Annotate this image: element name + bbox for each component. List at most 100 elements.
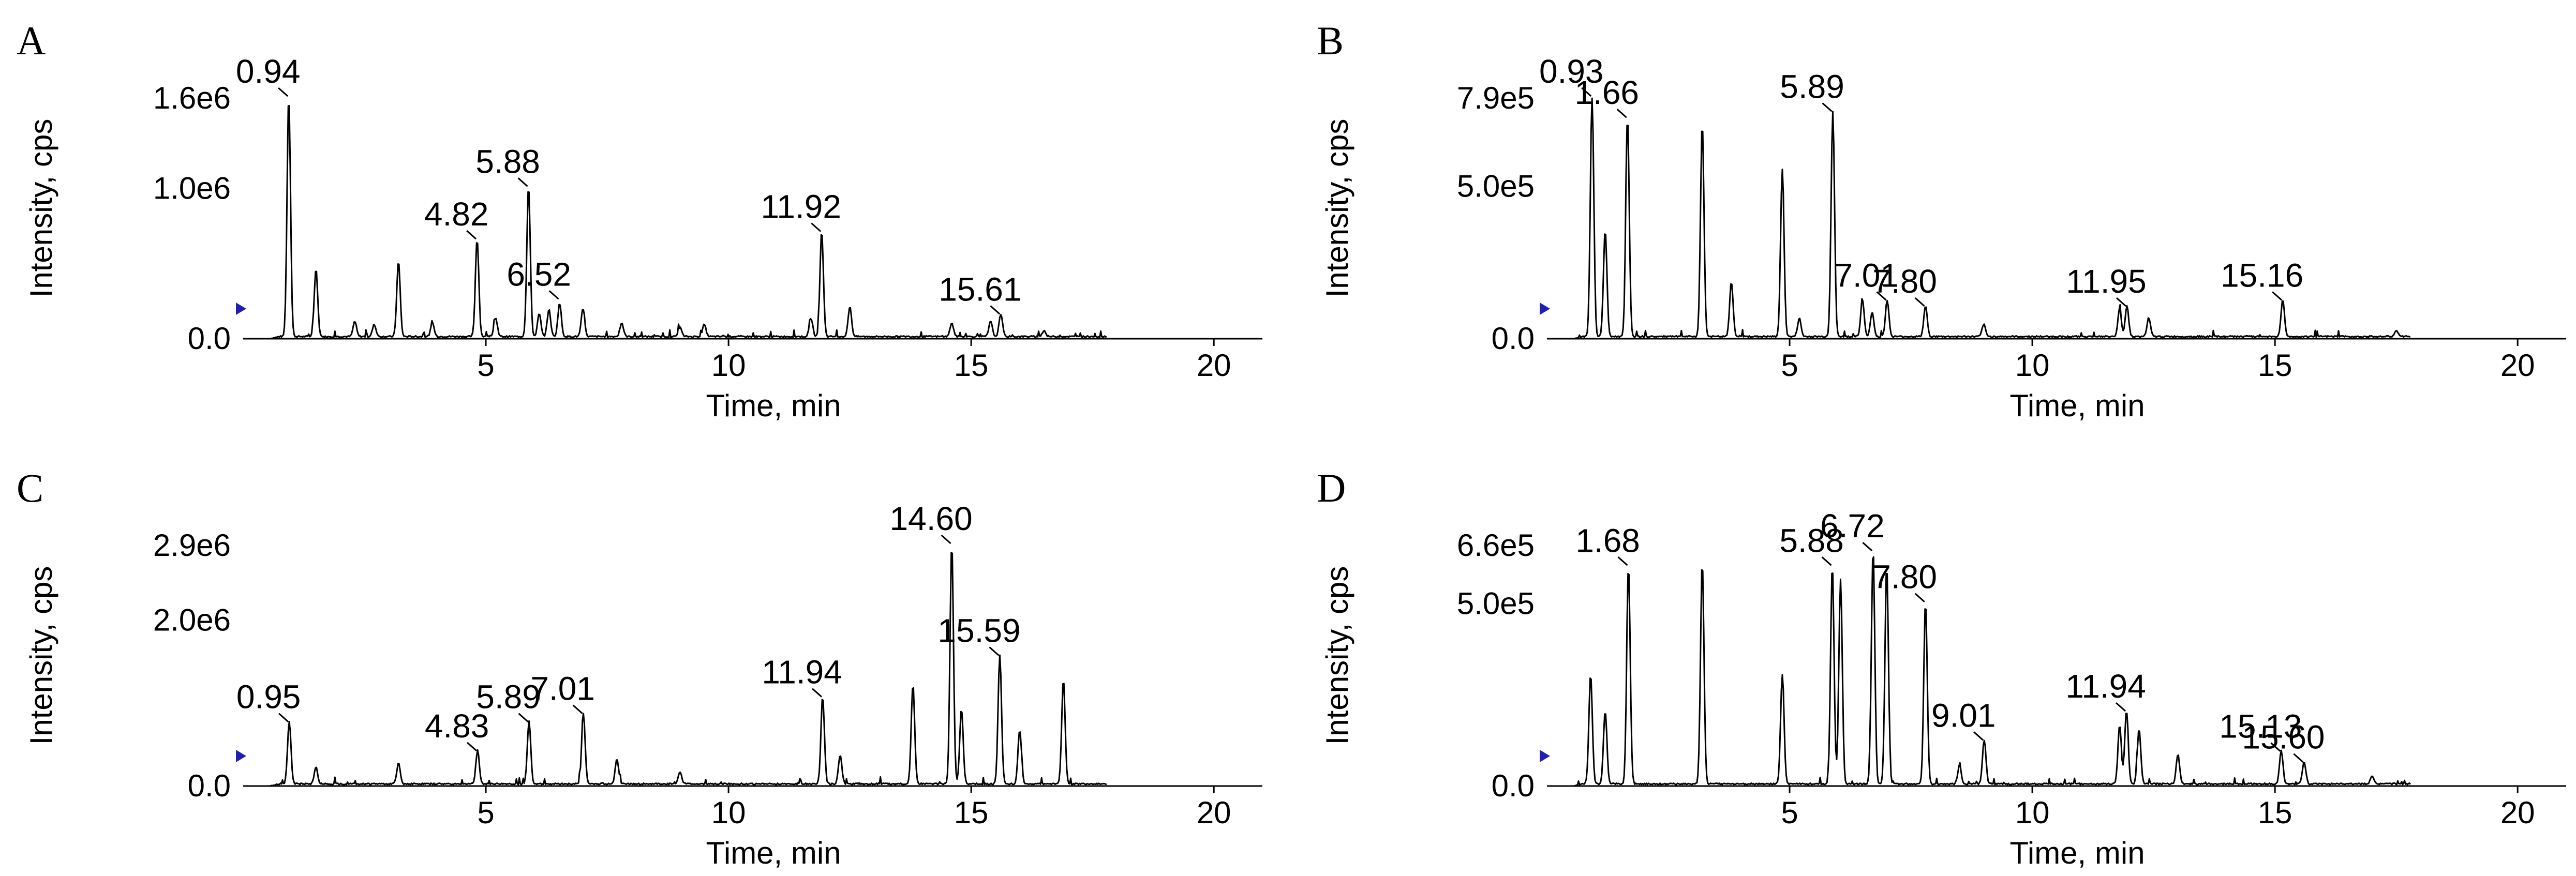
peak-label: 15.61 (939, 270, 1021, 308)
start-marker-icon (236, 750, 246, 762)
y-tick-label: 1.0e6 (153, 171, 231, 205)
x-tick-label: 20 (2500, 795, 2535, 830)
peak-leader (1973, 731, 1984, 741)
y-axis-label: Intensity, cps (1320, 119, 1354, 298)
panel-letter: A (17, 18, 46, 63)
peak-label: 5.89 (476, 678, 541, 716)
peak-leader (812, 688, 823, 698)
peak-label: 1.66 (1574, 74, 1639, 111)
y-tick-label: 0.0 (1492, 321, 1535, 356)
series-line (1573, 556, 2411, 787)
y-tick-label: 2.0e6 (153, 602, 231, 637)
peak-leader (1821, 556, 1832, 566)
y-tick-label: 1.6e6 (153, 81, 231, 115)
y-tick-label: 0.0 (1492, 768, 1535, 803)
x-tick-label: 15 (2258, 348, 2292, 383)
peak-label: 11.92 (761, 188, 841, 225)
x-axis-label: Time, min (2009, 836, 2145, 870)
x-tick-label: 15 (954, 348, 989, 383)
peak-label: 5.88 (475, 143, 540, 180)
peak-leader (941, 534, 951, 545)
panel-a: A Intensity, cps Time, min 5 10 15 20 0.0 1.0e6 1… (17, 18, 1262, 423)
peak-leader (990, 305, 1001, 315)
peak-leader (1862, 541, 1873, 552)
peak-leader (278, 713, 289, 722)
peak-leader (1876, 291, 1887, 301)
peak-label: 11.95 (2066, 263, 2146, 300)
panel-letter: B (1317, 18, 1344, 63)
x-axis-label: Time, min (706, 836, 841, 870)
peak-label: 14.60 (890, 500, 973, 537)
peak-leader (811, 222, 822, 232)
peak-leader (1581, 87, 1592, 97)
y-tick-label: 5.0e5 (1457, 586, 1535, 621)
panel-c: C Intensity, cps Time, min 5 10 15 20 0.0 2.0e6 2… (17, 465, 1262, 870)
y-tick-label: 2.9e6 (153, 528, 231, 563)
y-axis-label: Intensity, cps (1320, 566, 1354, 745)
peak-leader (278, 87, 289, 97)
series-line (270, 552, 1107, 787)
x-axis-label: Time, min (706, 388, 841, 423)
peak-label: 0.95 (236, 678, 301, 716)
peak-label: 4.83 (425, 707, 489, 745)
peak-leader (2272, 291, 2283, 301)
peak-label: 5.88 (1779, 522, 1844, 559)
x-tick-label: 20 (1197, 348, 1231, 383)
x-tick-label: 10 (711, 348, 746, 383)
peak-leader (2270, 742, 2281, 752)
peak-label: 15.16 (2221, 256, 2303, 294)
y-tick-label: 5.0e5 (1457, 169, 1535, 204)
peak-label: 9.01 (1931, 697, 1996, 734)
peak-label: 6.52 (507, 255, 571, 293)
y-axis-label: Intensity, cps (24, 566, 58, 745)
peak-label: 7.01 (1834, 256, 1899, 294)
peak-leader (2116, 297, 2127, 307)
x-axis-label: Time, min (2009, 388, 2145, 423)
peak-label: 7.80 (1872, 263, 1937, 300)
peak-label: 7.01 (530, 670, 595, 707)
x-tick-label: 5 (1781, 795, 1798, 830)
x-tick-label: 20 (1197, 795, 1231, 830)
panel-d: D Intensity, cps Time, min 5 10 15 20 0.0 5.0e5 6… (1317, 465, 2566, 870)
peak-leader (989, 646, 1000, 656)
peak-label: 1.68 (1575, 522, 1640, 559)
y-tick-label: 7.9e5 (1457, 81, 1535, 115)
x-tick-label: 15 (954, 795, 989, 830)
y-axis-label: Intensity, cps (24, 119, 58, 298)
x-tick-label: 10 (711, 795, 746, 830)
peak-label: 5.89 (1780, 68, 1844, 105)
peak-label: 0.93 (1539, 53, 1604, 90)
peak-leader (1617, 556, 1628, 566)
start-marker-icon (236, 303, 246, 315)
series-line (270, 105, 1107, 340)
peak-label: 11.94 (2065, 668, 2146, 705)
x-tick-label: 10 (2015, 348, 2050, 383)
peak-label: 7.80 (1872, 558, 1937, 596)
peak-label: 4.82 (424, 195, 489, 233)
peak-leader (467, 742, 478, 751)
y-tick-label: 0.0 (188, 321, 231, 356)
peak-label: 6.72 (1820, 507, 1885, 545)
x-tick-label: 10 (2015, 795, 2050, 830)
peak-leader (1914, 297, 1925, 307)
peak-leader (517, 177, 528, 187)
x-tick-label: 5 (477, 795, 494, 830)
peak-leader (572, 704, 583, 714)
x-tick-label: 20 (2500, 348, 2535, 383)
x-tick-label: 5 (1781, 348, 1798, 383)
peak-label: 15.13 (2219, 708, 2302, 745)
y-tick-label: 6.6e5 (1457, 528, 1535, 563)
panel-letter: C (17, 465, 43, 510)
peak-leader (1616, 109, 1627, 118)
peak-label: 15.59 (937, 612, 1020, 649)
panel-b: B Intensity, cps Time, min 5 10 15 20 0.0 5.0e5 7… (1317, 18, 2566, 423)
peak-leader (518, 713, 529, 722)
peak-leader (2293, 753, 2304, 763)
peak-leader (466, 230, 477, 240)
start-marker-icon (1540, 303, 1550, 315)
peak-label: 15.60 (2242, 719, 2325, 756)
peak-leader (1914, 593, 1925, 602)
x-tick-label: 5 (477, 348, 494, 383)
panel-letter: D (1317, 465, 1346, 510)
